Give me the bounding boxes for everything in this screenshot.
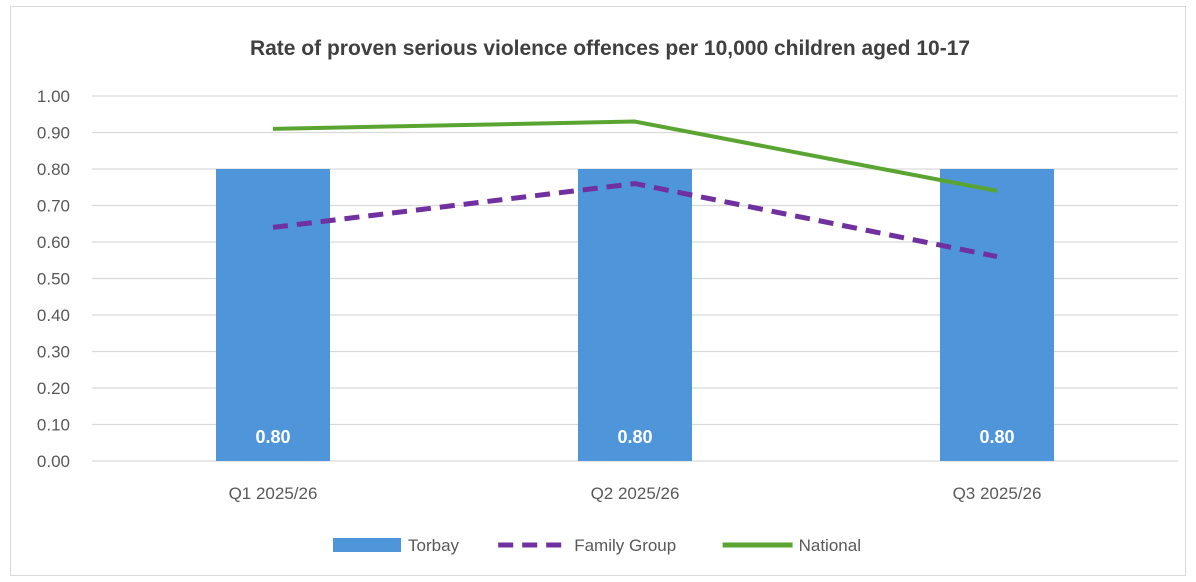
legend-swatch (333, 538, 401, 552)
bars-torbay: 0.80 0.80 0.80 (216, 169, 1054, 461)
y-tick-label: 0.00 (37, 452, 70, 471)
legend-item-torbay: Torbay (333, 536, 460, 555)
y-tick-label: 0.20 (37, 379, 70, 398)
bar-data-label: 0.80 (979, 427, 1014, 447)
legend: Torbay Family Group National (333, 536, 861, 555)
y-tick-label: 0.70 (37, 197, 70, 216)
y-tick-label: 0.50 (37, 270, 70, 289)
lines (272, 119, 998, 260)
legend-label: Torbay (408, 536, 460, 555)
legend-label: Family Group (574, 536, 676, 555)
y-tick-label: 1.00 (37, 87, 70, 106)
bar-torbay (216, 169, 330, 461)
y-axis-ticks: 0.00 0.10 0.20 0.30 0.40 0.50 0.60 0.70 0.80 0.90… (37, 87, 70, 471)
line-national (272, 119, 998, 193)
bar-data-label: 0.80 (255, 427, 290, 447)
x-axis-categories: Q1 2025/26 Q2 2025/26 Q3 2025/26 (229, 484, 1042, 503)
bar-data-label: 0.80 (617, 427, 652, 447)
legend-item-national: National (722, 536, 861, 555)
legend-item-family-group: Family Group (498, 536, 676, 555)
y-tick-label: 0.30 (37, 343, 70, 362)
line-family-group (272, 181, 998, 260)
y-tick-label: 0.80 (37, 160, 70, 179)
y-tick-label: 0.90 (37, 124, 70, 143)
x-category-label: Q1 2025/26 (229, 484, 318, 503)
bar-torbay (940, 169, 1054, 461)
x-category-label: Q2 2025/26 (591, 484, 680, 503)
y-tick-label: 0.10 (37, 416, 70, 435)
chart-title: Rate of proven serious violence offences… (250, 37, 970, 60)
y-tick-label: 0.40 (37, 306, 70, 325)
legend-label: National (799, 536, 861, 555)
bar-torbay (578, 169, 692, 461)
x-category-label: Q3 2025/26 (953, 484, 1042, 503)
y-tick-label: 0.60 (37, 233, 70, 252)
